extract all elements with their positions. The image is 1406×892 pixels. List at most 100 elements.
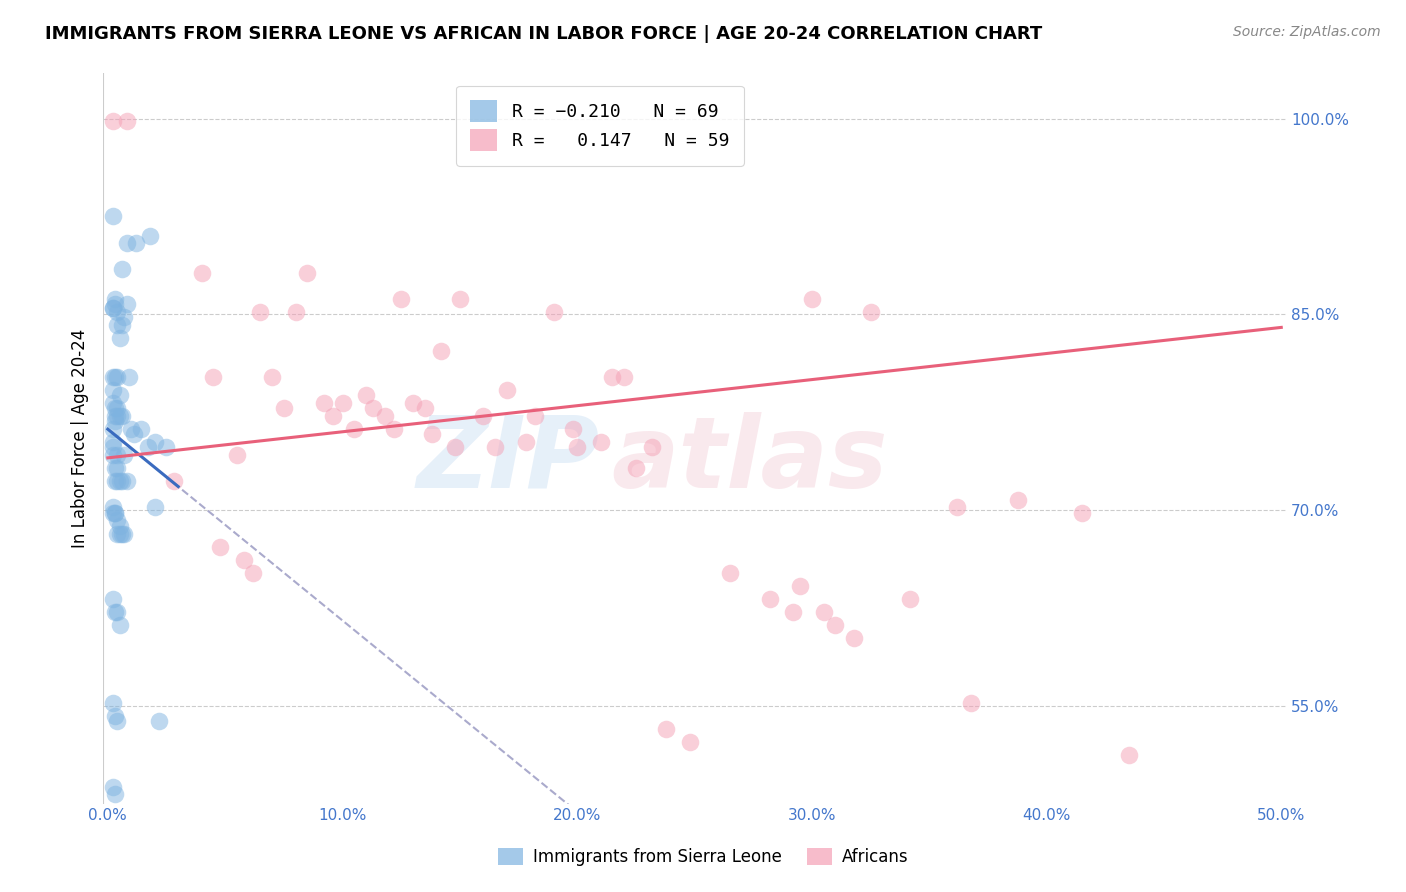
Legend: Immigrants from Sierra Leone, Africans: Immigrants from Sierra Leone, Africans (491, 841, 915, 873)
Point (413, 401, 436, 416)
Point (842, 631, 865, 645)
Point (343, 422, 366, 436)
Point (104, 788, 127, 802)
Point (111, 475, 134, 489)
Point (402, 396, 425, 410)
Point (209, 540, 232, 554)
Point (105, 409, 128, 424)
Point (129, 422, 152, 436)
Point (105, 370, 128, 384)
Point (101, 506, 124, 520)
Point (115, 235, 138, 250)
Point (105, 304, 128, 318)
Point (624, 461, 647, 475)
Text: IMMIGRANTS FROM SIERRA LEONE VS AFRICAN IN LABOR FORCE | AGE 20-24 CORRELATION C: IMMIGRANTS FROM SIERRA LEONE VS AFRICAN … (45, 25, 1042, 43)
Text: ZIP: ZIP (418, 412, 600, 508)
Point (104, 292, 127, 306)
Point (101, 780, 124, 794)
Point (543, 304, 565, 318)
Point (758, 591, 780, 606)
Point (105, 526, 128, 541)
Point (115, 297, 138, 311)
Point (1118, 748, 1140, 763)
Point (297, 266, 319, 280)
Point (162, 475, 184, 489)
Point (382, 422, 405, 436)
Point (813, 605, 835, 619)
Point (202, 370, 225, 384)
Point (104, 370, 127, 384)
Point (108, 409, 131, 424)
Point (101, 396, 124, 410)
Point (613, 370, 636, 384)
Point (284, 304, 307, 318)
Point (101, 435, 124, 450)
Point (249, 304, 271, 318)
Point (105, 475, 128, 489)
Point (104, 506, 127, 520)
Text: atlas: atlas (612, 412, 889, 508)
Point (782, 605, 804, 619)
Point (225, 448, 247, 462)
Point (108, 331, 131, 345)
Point (105, 318, 128, 332)
Point (101, 591, 124, 606)
Point (322, 409, 344, 424)
Point (115, 475, 138, 489)
Point (101, 448, 124, 462)
Point (104, 506, 127, 520)
Point (104, 605, 127, 619)
Point (374, 409, 396, 424)
Point (112, 310, 135, 324)
Point (1070, 506, 1092, 520)
Point (430, 343, 453, 358)
Point (108, 518, 131, 533)
Point (108, 388, 131, 402)
Point (139, 229, 162, 244)
Point (800, 292, 823, 306)
Point (354, 388, 377, 402)
Point (602, 370, 624, 384)
Point (101, 422, 124, 436)
Point (122, 427, 145, 442)
Point (101, 696, 124, 710)
Point (589, 435, 612, 450)
Point (361, 401, 384, 416)
Point (155, 441, 177, 455)
Point (960, 696, 983, 710)
Point (108, 526, 131, 541)
Point (101, 383, 124, 397)
Text: Source: ZipAtlas.com: Source: ZipAtlas.com (1233, 25, 1381, 39)
Point (561, 422, 583, 436)
Point (143, 500, 166, 515)
Point (449, 292, 471, 306)
Point (273, 401, 295, 416)
Point (1007, 492, 1029, 507)
Point (101, 301, 124, 315)
Point (120, 422, 142, 436)
Point (523, 409, 546, 424)
Point (101, 301, 124, 315)
Point (233, 552, 256, 566)
Legend: R = −0.210   N = 69, R =   0.147   N = 59: R = −0.210 N = 69, R = 0.147 N = 59 (456, 86, 744, 166)
Point (101, 370, 124, 384)
Point (101, 500, 124, 515)
Point (104, 409, 127, 424)
Point (111, 409, 134, 424)
Point (104, 709, 127, 723)
Point (824, 618, 846, 632)
Point (111, 261, 134, 276)
Point (105, 714, 128, 729)
Point (495, 383, 517, 397)
Point (104, 461, 127, 475)
Point (242, 566, 264, 580)
Point (115, 114, 138, 128)
Point (190, 266, 212, 280)
Point (641, 441, 664, 455)
Point (312, 396, 335, 410)
Point (859, 304, 882, 318)
Point (105, 461, 128, 475)
Point (101, 210, 124, 224)
Y-axis label: In Labor Force | Age 20-24: In Labor Force | Age 20-24 (72, 328, 89, 548)
Point (420, 427, 443, 442)
